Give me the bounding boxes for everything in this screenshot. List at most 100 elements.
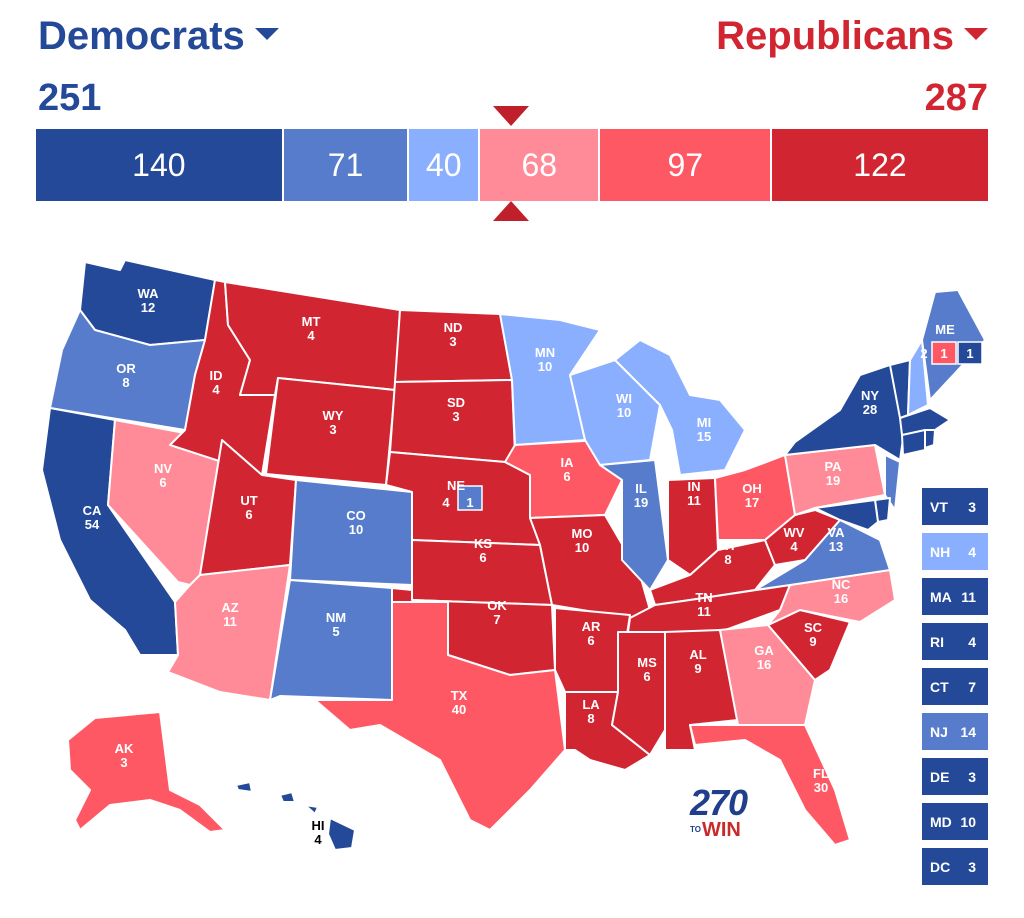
- state-votes-CO: 10: [349, 522, 363, 537]
- state-NY[interactable]: [784, 364, 906, 461]
- state-votes-IA: 6: [563, 469, 570, 484]
- state-label-MO: MO: [572, 526, 593, 541]
- state-votes-AL: 9: [694, 661, 701, 676]
- small-state-abbr: MA: [930, 588, 952, 605]
- small-states-list: VT 3 NH 4 MA 11 RI 4 CT 7 NJ 14 DE 3 MD 10 DC 3: [922, 488, 988, 893]
- state-votes-AK: 3: [120, 755, 127, 770]
- small-state-abbr: NJ: [930, 723, 948, 740]
- small-state-DC[interactable]: DC 3: [922, 848, 988, 885]
- state-MI[interactable]: [614, 339, 746, 476]
- state-votes-CA: 54: [85, 517, 100, 532]
- state-votes-HI: 4: [314, 832, 322, 847]
- state-votes-SC: 9: [809, 634, 816, 649]
- state-GA[interactable]: [719, 624, 816, 726]
- caret-down-icon: [964, 28, 988, 41]
- state-NJ[interactable]: [884, 454, 901, 511]
- me-district-2-votes: 1: [966, 346, 973, 361]
- small-state-votes: 4: [968, 633, 976, 650]
- state-label-GA: GA: [754, 643, 774, 658]
- state-votes-AR: 6: [587, 633, 594, 648]
- state-MD[interactable]: [814, 499, 879, 531]
- state-votes-OK: 7: [493, 612, 500, 627]
- state-AK[interactable]: [67, 711, 226, 833]
- state-label-OR: OR: [116, 361, 136, 376]
- state-votes-MT: 4: [307, 328, 315, 343]
- state-votes-AZ: 11: [223, 614, 237, 629]
- small-state-DE[interactable]: DE 3: [922, 758, 988, 795]
- small-state-VT[interactable]: VT 3: [922, 488, 988, 525]
- state-votes-WY: 3: [329, 422, 336, 437]
- state-NH[interactable]: [907, 339, 929, 416]
- bar-segment-solid_r: 122: [772, 129, 988, 201]
- small-state-votes: 10: [960, 813, 976, 830]
- bar-segment-lean_r: 68: [480, 129, 601, 201]
- small-state-RI[interactable]: RI 4: [922, 623, 988, 660]
- state-AZ[interactable]: [167, 564, 291, 701]
- me-district-1-votes: 1: [940, 346, 947, 361]
- small-state-votes: 3: [968, 858, 976, 875]
- state-label-NV: NV: [154, 461, 172, 476]
- state-label-IA: IA: [561, 455, 575, 470]
- state-votes-LA: 8: [587, 711, 594, 726]
- republicans-dropdown[interactable]: Republicans: [716, 16, 988, 56]
- state-votes-TN: 11: [697, 604, 711, 619]
- 270towin-logo: 270 TO WIN: [690, 782, 760, 841]
- state-MA[interactable]: [899, 407, 951, 436]
- state-label-MT: MT: [302, 314, 321, 329]
- state-TX[interactable]: [314, 601, 566, 831]
- state-label-KS: KS: [474, 536, 492, 551]
- small-state-NJ[interactable]: NJ 14: [922, 713, 988, 750]
- small-state-abbr: NH: [930, 543, 951, 560]
- logo-to: TO: [690, 825, 701, 834]
- me-district-1-box[interactable]: [931, 341, 957, 365]
- state-votes-OH: 17: [745, 495, 759, 510]
- bar-segment-lean_d: 40: [409, 129, 481, 201]
- state-label-AR: AR: [582, 619, 601, 634]
- small-state-NH[interactable]: NH 4: [922, 533, 988, 570]
- state-label-CO: CO: [346, 508, 366, 523]
- state-label-OK: OK: [487, 598, 507, 613]
- small-state-abbr: VT: [930, 498, 948, 515]
- state-HI[interactable]: [235, 781, 356, 851]
- state-label-MS: MS: [637, 655, 657, 670]
- state-label-SD: SD: [447, 395, 465, 410]
- small-state-MA[interactable]: MA 11: [922, 578, 988, 615]
- state-votes-KY: 8: [724, 552, 731, 567]
- republicans-label: Republicans: [716, 14, 954, 58]
- small-state-votes: 11: [961, 588, 976, 605]
- state-label-NY: NY: [861, 388, 879, 403]
- state-votes-IL: 19: [634, 495, 648, 510]
- electoral-vote-bar: 140 71 40 68 97 122: [36, 129, 988, 201]
- state-votes-MN: 10: [538, 359, 552, 374]
- state-votes-MI: 15: [697, 429, 711, 444]
- state-FL[interactable]: [689, 724, 851, 846]
- me-district-2-box[interactable]: [957, 341, 983, 365]
- state-votes-ID: 4: [212, 382, 220, 397]
- state-votes-WA: 12: [141, 300, 155, 315]
- state-votes-ME: 2: [920, 346, 927, 361]
- republicans-total: 287: [924, 77, 988, 119]
- state-CT[interactable]: [901, 429, 926, 456]
- state-NM[interactable]: [269, 579, 393, 701]
- ne-district-box[interactable]: [457, 485, 483, 511]
- state-votes-ND: 3: [449, 334, 456, 349]
- state-label-FL: FL: [813, 766, 829, 781]
- us-electoral-map: WA12OR8CA54NV6ID4MT4WY3UT6AZ11CO10NM5ND3…: [41, 259, 986, 851]
- democrats-dropdown[interactable]: Democrats: [38, 16, 279, 56]
- bar-segment-likely_d: 71: [283, 129, 410, 201]
- small-state-CT[interactable]: CT 7: [922, 668, 988, 705]
- state-label-CA: CA: [83, 503, 102, 518]
- state-label-ID: ID: [210, 368, 223, 383]
- state-label-WV: WV: [784, 525, 805, 540]
- small-state-MD[interactable]: MD 10: [922, 803, 988, 840]
- state-votes-NC: 16: [834, 591, 848, 606]
- state-label-IL: IL: [635, 481, 647, 496]
- state-label-SC: SC: [804, 620, 823, 635]
- state-votes-FL: 30: [814, 780, 828, 795]
- state-votes-VA: 13: [829, 539, 843, 554]
- logo-number: 270: [690, 782, 748, 823]
- state-label-PA: PA: [824, 459, 842, 474]
- state-RI[interactable]: [924, 429, 936, 449]
- state-label-NC: NC: [832, 577, 851, 592]
- majority-marker-bottom-icon: [493, 201, 529, 221]
